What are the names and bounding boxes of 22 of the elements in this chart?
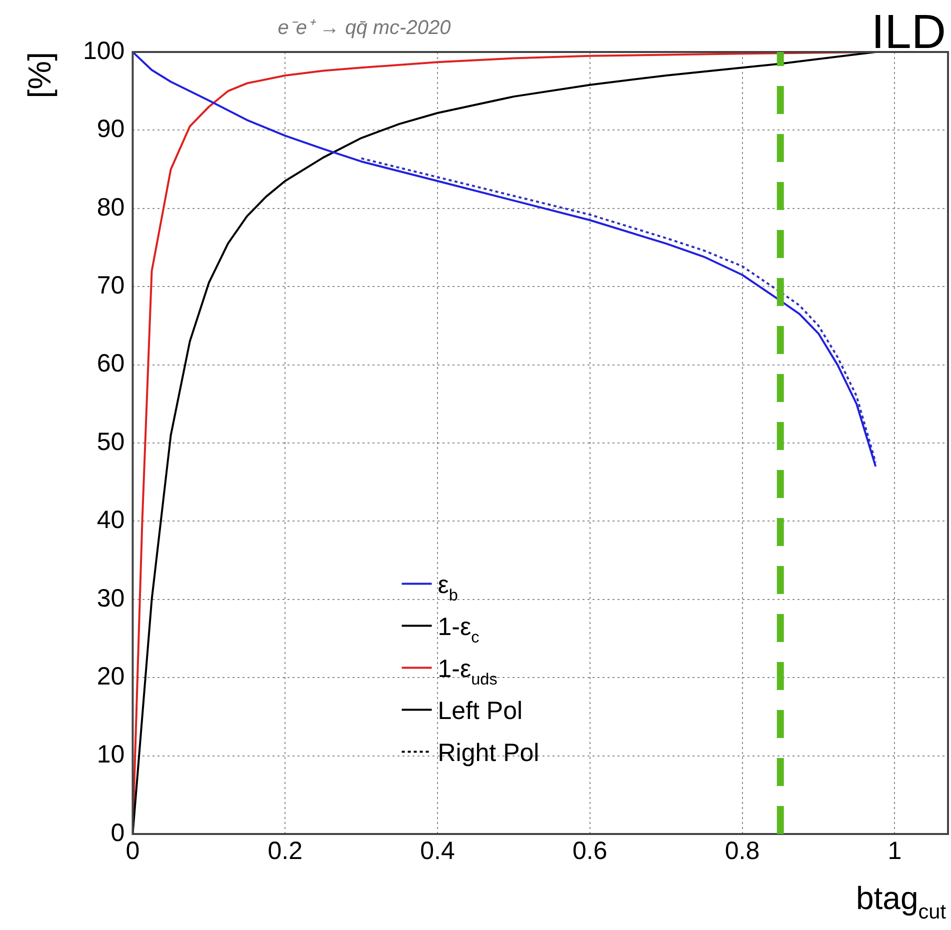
y-tick-label: 80: [96, 193, 125, 222]
chart-title: e⁻e⁺ → qq̄ mc-2020: [278, 17, 451, 39]
x-tick-label: 0.2: [268, 836, 302, 865]
y-tick-label: 100: [82, 36, 125, 65]
y-tick-label: 50: [96, 428, 125, 456]
y-tick-label: 20: [96, 662, 125, 690]
y-tick-label: 30: [96, 584, 125, 612]
y-tick-label: 70: [96, 271, 125, 300]
y-tick-label: 90: [96, 115, 125, 144]
legend-label: Right Pol: [438, 738, 540, 767]
y-tick-label: 60: [96, 350, 125, 378]
y-tick-label: 40: [96, 506, 125, 534]
x-tick-label: 0.4: [420, 836, 455, 865]
line-series: [360, 157, 877, 464]
x-tick-label: 0.8: [724, 836, 760, 865]
legend-label: Left Pol: [438, 696, 523, 725]
y-axis-title: [%]: [22, 52, 58, 98]
annotation: ILD: [871, 6, 946, 59]
y-tick-label: 10: [96, 740, 125, 769]
x-tick-label: 0.6: [572, 836, 608, 865]
y-tick-label: 0: [110, 818, 125, 847]
x-tick-label: 1: [888, 836, 902, 865]
